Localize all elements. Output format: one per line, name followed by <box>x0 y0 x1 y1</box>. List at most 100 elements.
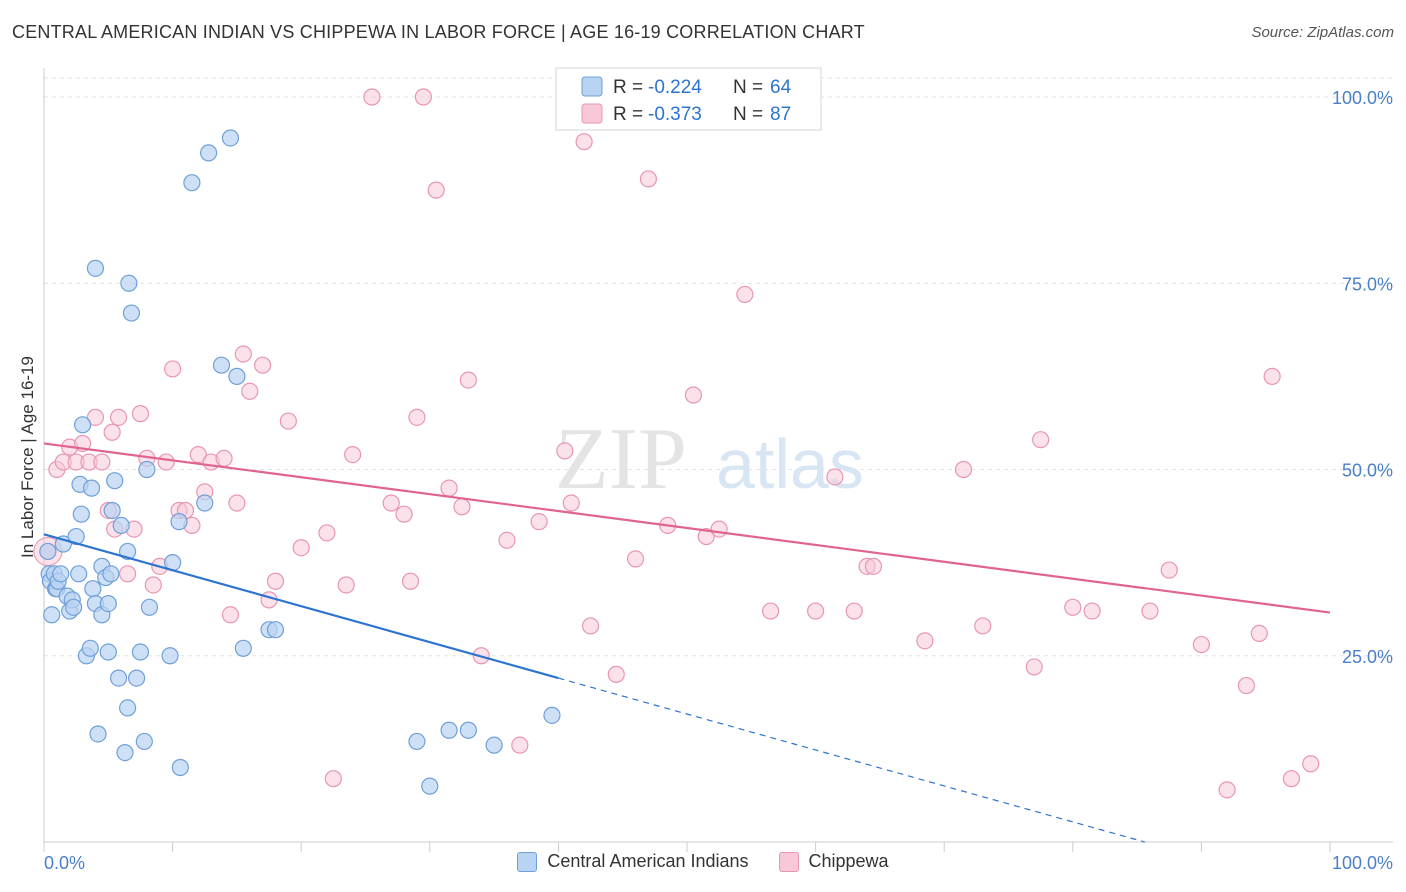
data-point-central-american-indian <box>70 565 88 583</box>
data-point-chippewa <box>131 405 150 423</box>
data-point-chippewa <box>1218 781 1236 799</box>
watermark-zip: ZIP <box>555 411 687 508</box>
y-axis-label: In Labor Force | Age 16-19 <box>18 356 37 558</box>
data-point-chippewa <box>581 617 600 635</box>
axes <box>43 68 1393 852</box>
data-point-chippewa <box>864 557 883 575</box>
data-point-central-american-indian <box>266 621 285 639</box>
data-point-central-american-indian <box>84 580 102 598</box>
legend-n-label: N = <box>733 104 763 125</box>
data-point-chippewa <box>1160 561 1178 579</box>
data-point-chippewa <box>826 468 844 486</box>
watermark: ZIP atlas <box>555 411 864 508</box>
legend-r-label: R = <box>613 104 643 125</box>
data-point-central-american-indian <box>485 736 503 754</box>
data-point-central-american-indian <box>421 777 439 795</box>
data-point-central-american-indian <box>99 643 117 661</box>
trend-line-central-american-indians <box>43 533 559 680</box>
data-point-central-american-indian <box>221 129 240 147</box>
data-point-chippewa <box>215 449 233 467</box>
watermark-atlas: atlas <box>716 425 864 503</box>
data-point-central-american-indian <box>200 144 218 162</box>
data-point-central-american-indian <box>135 732 153 751</box>
data-point-chippewa <box>103 423 121 441</box>
data-point-chippewa <box>382 494 400 512</box>
data-point-central-american-indian <box>161 647 179 665</box>
data-point-central-american-indian <box>112 516 130 534</box>
trend-line-central-american-indians-extrapolated <box>558 677 1145 843</box>
data-point-chippewa <box>1237 676 1256 695</box>
data-point-central-american-indian <box>459 721 477 739</box>
data-point-central-american-indian <box>440 721 458 739</box>
data-point-chippewa <box>556 442 574 460</box>
data-point-central-american-indian <box>170 513 188 531</box>
data-point-chippewa <box>363 88 381 106</box>
data-point-central-american-indian <box>140 598 159 616</box>
data-point-central-american-indian <box>67 527 85 546</box>
data-point-chippewa <box>337 576 355 594</box>
data-point-central-american-indian <box>64 598 83 616</box>
data-point-chippewa <box>221 606 240 624</box>
data-point-chippewa <box>189 446 207 464</box>
gridlines <box>44 77 1393 657</box>
svg-text:R = -0.224 N =: R = -0.224 N = 64 <box>613 77 792 98</box>
data-point-chippewa <box>292 539 310 557</box>
data-point-chippewa <box>684 386 703 404</box>
data-point-central-american-indian <box>103 501 121 520</box>
data-point-chippewa <box>453 498 471 516</box>
data-point-central-american-indian <box>543 706 561 724</box>
x-tick-label-right: 100.0% <box>1332 853 1393 873</box>
data-point-chippewa <box>1263 367 1281 385</box>
data-point-central-american-indian <box>81 639 99 657</box>
data-point-central-american-indian <box>408 732 426 751</box>
data-point-central-american-indian <box>196 494 214 512</box>
data-point-central-american-indian <box>183 174 201 192</box>
data-point-central-american-indian <box>116 743 134 762</box>
data-point-chippewa <box>736 285 754 304</box>
data-point-central-american-indian <box>131 643 150 661</box>
data-point-chippewa <box>164 360 182 378</box>
data-point-central-american-indian <box>82 479 101 497</box>
data-point-chippewa <box>118 565 137 583</box>
legend-n-label: N = <box>733 77 763 98</box>
data-point-chippewa <box>761 602 780 620</box>
legend-n-value-blue: 64 <box>770 77 792 98</box>
data-point-central-american-indian <box>212 356 231 374</box>
data-point-chippewa <box>427 181 445 199</box>
data-point-chippewa <box>1250 624 1268 643</box>
data-point-chippewa <box>954 460 973 479</box>
trend-lines <box>43 442 1331 843</box>
data-point-chippewa <box>414 88 432 106</box>
data-point-central-american-indian <box>122 304 141 322</box>
data-point-chippewa <box>1064 598 1082 616</box>
y-tick-label: 100.0% <box>1332 88 1393 108</box>
y-tick-labels: 25.0% 50.0% 75.0% 100.0% <box>1332 88 1393 667</box>
data-point-chippewa <box>86 408 105 426</box>
data-point-central-american-indian <box>86 259 105 277</box>
legend-item-chippewa: Chippewa <box>778 851 889 872</box>
legend-label-central-american-indians: Central American Indians <box>547 851 749 871</box>
legend-r-label: R = <box>613 77 643 98</box>
data-point-chippewa <box>109 408 128 426</box>
data-point-chippewa <box>440 479 458 497</box>
data-point-chippewa <box>575 133 593 151</box>
data-point-central-american-indian <box>99 594 117 613</box>
data-point-chippewa <box>916 632 934 650</box>
data-point-chippewa <box>408 408 426 426</box>
data-point-chippewa <box>1282 770 1301 788</box>
data-point-chippewa <box>626 550 645 568</box>
y-tick-label: 25.0% <box>1342 647 1393 667</box>
data-point-chippewa <box>1025 658 1043 676</box>
svg-text:R = -0.373 N =: R = -0.373 N = 87 <box>613 104 791 125</box>
x-tick-label-left: 0.0% <box>44 853 85 873</box>
legend-r-value-pink: -0.373 <box>648 104 702 125</box>
data-point-chippewa <box>806 602 825 620</box>
source-label: Source: ZipAtlas.com <box>1251 24 1394 41</box>
data-point-chippewa <box>318 524 336 542</box>
data-point-chippewa <box>511 736 529 754</box>
data-point-chippewa <box>324 770 342 788</box>
data-point-chippewa <box>1141 602 1159 620</box>
data-point-chippewa <box>498 531 516 549</box>
data-point-central-american-indian <box>127 669 146 687</box>
